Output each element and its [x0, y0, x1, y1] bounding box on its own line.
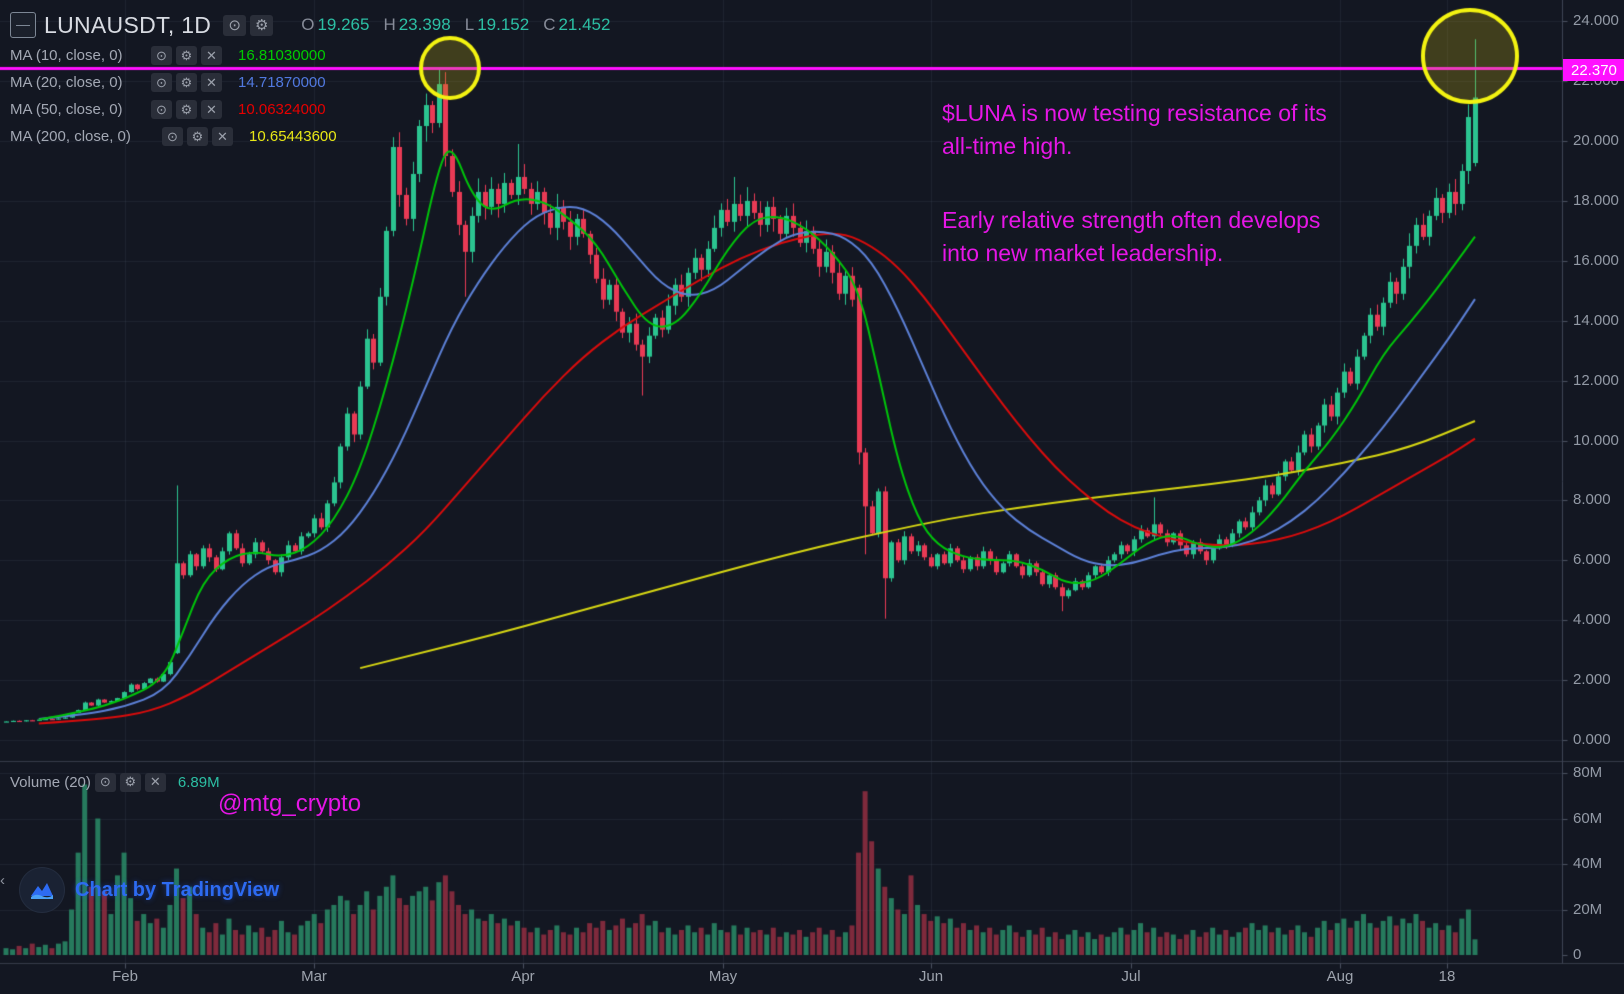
- tradingview-attribution[interactable]: Chart by TradingView: [20, 868, 279, 912]
- annotation-line: Early relative strength often develops: [942, 207, 1321, 233]
- time-axis-label: Feb: [112, 968, 138, 985]
- time-axis-label: Apr: [511, 968, 535, 985]
- gear-icon[interactable]: ⚙: [176, 100, 197, 119]
- chart-legend: LUNAUSDT, 1D ⊙ ⚙ O 19.265 H 23.398 L 19.152…: [10, 8, 610, 150]
- pane-collapse-arrow[interactable]: ‹: [0, 872, 5, 889]
- gear-icon[interactable]: ⚙: [119, 772, 141, 792]
- time-axis-label: Jun: [918, 968, 944, 985]
- indicator-row-ma10: MA (10, close, 0) ⊙ ⚙ ✕ 16.81030000: [10, 42, 610, 69]
- eye-icon[interactable]: ⊙: [151, 73, 172, 92]
- eye-icon[interactable]: ⊙: [151, 100, 172, 119]
- gear-icon[interactable]: ⚙: [176, 46, 197, 65]
- price-axis-label: 24.000: [1573, 12, 1619, 30]
- ma50-label[interactable]: MA (50, close, 0): [10, 101, 123, 118]
- close-label: C: [543, 15, 556, 34]
- close-icon[interactable]: ✕: [201, 46, 222, 65]
- gear-icon[interactable]: ⚙: [187, 127, 208, 146]
- price-axis-label: 16.000: [1573, 251, 1619, 269]
- gear-icon[interactable]: ⚙: [176, 73, 197, 92]
- volume-axis-label: 60M: [1573, 809, 1603, 827]
- volume-axis-label: 0: [1573, 946, 1582, 963]
- low-value: 19.152: [477, 15, 530, 34]
- ma200-value: 10.65443600: [249, 128, 337, 145]
- price-axis-label: 20.000: [1573, 132, 1619, 149]
- annotation-twitter-handle[interactable]: @mtg_crypto: [218, 790, 362, 817]
- price-axis-label: 10.000: [1573, 431, 1619, 449]
- time-axis-label: 18: [1438, 968, 1456, 985]
- volume-axis-label: 40M: [1573, 855, 1603, 872]
- indicator-row-ma200: MA (200, close, 0) ⊙ ⚙ ✕ 10.65443600: [10, 123, 610, 150]
- eye-icon[interactable]: ⊙: [94, 772, 116, 792]
- close-icon[interactable]: ✕: [201, 73, 222, 92]
- close-value: 21.452: [558, 15, 611, 34]
- time-axis-label: Mar: [301, 968, 327, 985]
- symbol-title[interactable]: LUNAUSDT, 1D: [44, 11, 212, 38]
- ma20-value: 14.71870000: [238, 74, 326, 91]
- volume-label[interactable]: Volume (20): [10, 773, 91, 791]
- window-collapse-icon[interactable]: [10, 12, 36, 38]
- time-axis-label: May: [708, 968, 738, 985]
- price-axis-label: 0.000: [1573, 731, 1611, 748]
- high-label: H: [383, 15, 396, 34]
- price-axis-label: 18.000: [1573, 191, 1619, 209]
- price-axis-label: 8.000: [1573, 491, 1611, 509]
- ma50-value: 10.06324000: [238, 101, 326, 118]
- gear-icon[interactable]: ⚙: [250, 14, 274, 36]
- high-value: 23.398: [398, 15, 451, 34]
- price-axis-label: 14.000: [1573, 311, 1619, 329]
- tradingview-logo-icon: [20, 868, 64, 912]
- annotation-line: into new market leadership.: [942, 240, 1224, 266]
- low-label: L: [464, 15, 475, 34]
- annotation-note-ath[interactable]: $LUNA is now testing resistance of its a…: [942, 97, 1327, 163]
- volume-legend-row: Volume (20) ⊙ ⚙ ✕ 6.89M: [10, 771, 220, 793]
- price-axis-label: 12.000: [1573, 371, 1619, 389]
- ohlc-values: O 19.265 H 23.398 L 19.152 C 21.452: [287, 15, 610, 35]
- eye-icon[interactable]: ⊙: [223, 14, 247, 36]
- open-value: 19.265: [317, 15, 370, 34]
- annotation-note-strength[interactable]: Early relative strength often develops i…: [942, 204, 1320, 270]
- symbol-row: LUNAUSDT, 1D ⊙ ⚙ O 19.265 H 23.398 L 19.152…: [10, 8, 610, 42]
- eye-icon[interactable]: ⊙: [151, 46, 172, 65]
- volume-axis-label: 80M: [1573, 764, 1603, 781]
- ma200-label[interactable]: MA (200, close, 0): [10, 128, 131, 145]
- ma10-value: 16.81030000: [238, 47, 326, 64]
- eye-icon[interactable]: ⊙: [162, 127, 183, 146]
- price-axis-label: 6.000: [1573, 551, 1611, 569]
- price-line-tag: 22.370: [1563, 59, 1624, 81]
- close-icon[interactable]: ✕: [201, 100, 222, 119]
- time-axis-label: Jul: [1121, 968, 1141, 985]
- price-axis-label: 2.000: [1573, 671, 1611, 689]
- close-icon[interactable]: ✕: [144, 772, 166, 792]
- annotation-line: $LUNA is now testing resistance of its: [942, 100, 1327, 126]
- indicator-row-ma50: MA (50, close, 0) ⊙ ⚙ ✕ 10.06324000: [10, 96, 610, 123]
- ma10-label[interactable]: MA (10, close, 0): [10, 47, 123, 64]
- close-icon[interactable]: ✕: [212, 127, 233, 146]
- price-axis-label: 4.000: [1573, 611, 1611, 629]
- tradingview-text: Chart by TradingView: [75, 878, 280, 901]
- indicator-row-ma20: MA (20, close, 0) ⊙ ⚙ ✕ 14.71870000: [10, 69, 610, 96]
- volume-value: 6.89M: [177, 773, 220, 791]
- volume-axis-label: 20M: [1573, 900, 1603, 918]
- ma20-label[interactable]: MA (20, close, 0): [10, 74, 123, 91]
- annotation-line: all-time high.: [942, 133, 1073, 159]
- time-axis-label: Aug: [1326, 968, 1354, 985]
- open-label: O: [301, 15, 315, 34]
